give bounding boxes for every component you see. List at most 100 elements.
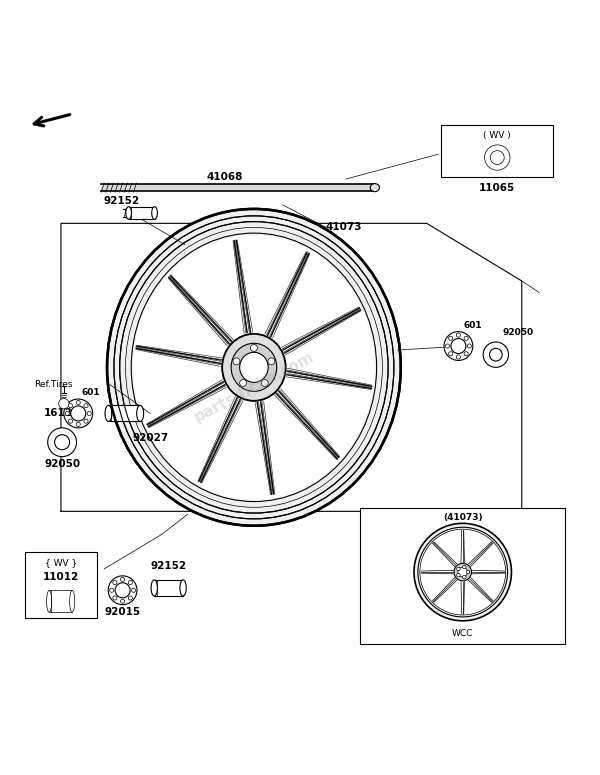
- Circle shape: [65, 412, 70, 415]
- Circle shape: [458, 567, 467, 577]
- Text: 92015: 92015: [104, 607, 140, 617]
- Ellipse shape: [133, 235, 375, 500]
- Circle shape: [449, 352, 453, 356]
- Bar: [109, 405, 140, 422]
- Bar: [361, 508, 565, 644]
- Ellipse shape: [180, 580, 186, 596]
- Text: ( WV ): ( WV ): [484, 131, 511, 140]
- Circle shape: [131, 588, 136, 592]
- Text: 92152: 92152: [103, 196, 140, 206]
- Circle shape: [457, 567, 460, 570]
- Circle shape: [268, 358, 275, 365]
- Circle shape: [76, 422, 80, 426]
- Circle shape: [449, 336, 453, 340]
- Circle shape: [128, 596, 133, 600]
- Ellipse shape: [47, 591, 52, 612]
- Circle shape: [233, 358, 240, 365]
- Circle shape: [261, 380, 268, 387]
- Text: 16126: 16126: [44, 408, 80, 418]
- Text: 41073: 41073: [326, 222, 362, 232]
- Text: Ref.Tires: Ref.Tires: [34, 380, 73, 389]
- Circle shape: [463, 565, 466, 569]
- Circle shape: [490, 348, 502, 361]
- Text: parts.fiche.com: parts.fiche.com: [191, 350, 316, 425]
- Circle shape: [414, 523, 511, 621]
- Circle shape: [239, 380, 247, 387]
- Text: (41073): (41073): [443, 513, 482, 522]
- Ellipse shape: [231, 343, 277, 391]
- Circle shape: [445, 344, 449, 348]
- Circle shape: [490, 150, 504, 164]
- Ellipse shape: [222, 334, 286, 401]
- Circle shape: [121, 577, 125, 581]
- Ellipse shape: [126, 207, 131, 219]
- Circle shape: [451, 339, 466, 353]
- Circle shape: [239, 380, 247, 387]
- Circle shape: [457, 355, 460, 359]
- Circle shape: [466, 570, 470, 574]
- Text: 92050: 92050: [503, 329, 534, 337]
- Bar: [154, 580, 183, 596]
- Bar: [49, 591, 72, 612]
- Circle shape: [121, 599, 125, 603]
- Bar: [101, 184, 375, 191]
- Circle shape: [59, 398, 69, 408]
- Circle shape: [55, 435, 70, 449]
- Circle shape: [110, 588, 114, 592]
- Circle shape: [250, 345, 257, 351]
- Circle shape: [76, 401, 80, 405]
- Circle shape: [108, 576, 137, 605]
- Circle shape: [444, 332, 473, 360]
- Circle shape: [268, 358, 275, 365]
- Bar: [25, 552, 97, 618]
- Circle shape: [233, 358, 240, 365]
- Circle shape: [128, 580, 133, 584]
- Text: 11065: 11065: [479, 183, 515, 193]
- Circle shape: [113, 580, 117, 584]
- Text: 601: 601: [81, 388, 100, 397]
- Ellipse shape: [107, 209, 401, 525]
- Circle shape: [483, 342, 509, 367]
- Ellipse shape: [222, 334, 286, 401]
- Ellipse shape: [239, 353, 268, 382]
- Circle shape: [454, 563, 472, 580]
- Text: 92027: 92027: [133, 432, 169, 443]
- Circle shape: [68, 404, 73, 408]
- Text: 41068: 41068: [207, 172, 244, 182]
- Ellipse shape: [105, 405, 112, 422]
- Circle shape: [115, 583, 130, 598]
- Circle shape: [48, 428, 77, 456]
- Circle shape: [485, 145, 510, 170]
- Ellipse shape: [152, 207, 157, 219]
- Text: 92152: 92152: [151, 561, 187, 571]
- Circle shape: [457, 333, 460, 337]
- Circle shape: [87, 412, 91, 415]
- Circle shape: [250, 345, 257, 351]
- Circle shape: [68, 419, 73, 423]
- Circle shape: [71, 406, 86, 421]
- Circle shape: [464, 352, 468, 356]
- Circle shape: [463, 575, 466, 579]
- Circle shape: [261, 380, 268, 387]
- Circle shape: [84, 419, 88, 423]
- Text: 601: 601: [463, 322, 482, 330]
- Text: 11012: 11012: [43, 573, 79, 583]
- Bar: [128, 207, 155, 219]
- Circle shape: [464, 336, 468, 340]
- Text: WCC: WCC: [452, 629, 473, 638]
- Text: 92050: 92050: [44, 459, 80, 469]
- Text: { WV }: { WV }: [44, 558, 77, 567]
- Circle shape: [84, 404, 88, 408]
- Circle shape: [113, 596, 117, 600]
- Circle shape: [467, 344, 472, 348]
- Ellipse shape: [231, 343, 277, 391]
- Ellipse shape: [239, 353, 268, 382]
- Circle shape: [420, 529, 506, 615]
- Circle shape: [457, 574, 460, 577]
- Ellipse shape: [137, 405, 143, 422]
- Bar: [441, 126, 553, 177]
- Ellipse shape: [70, 591, 75, 612]
- Ellipse shape: [370, 184, 379, 191]
- Ellipse shape: [151, 580, 157, 596]
- Circle shape: [64, 399, 92, 428]
